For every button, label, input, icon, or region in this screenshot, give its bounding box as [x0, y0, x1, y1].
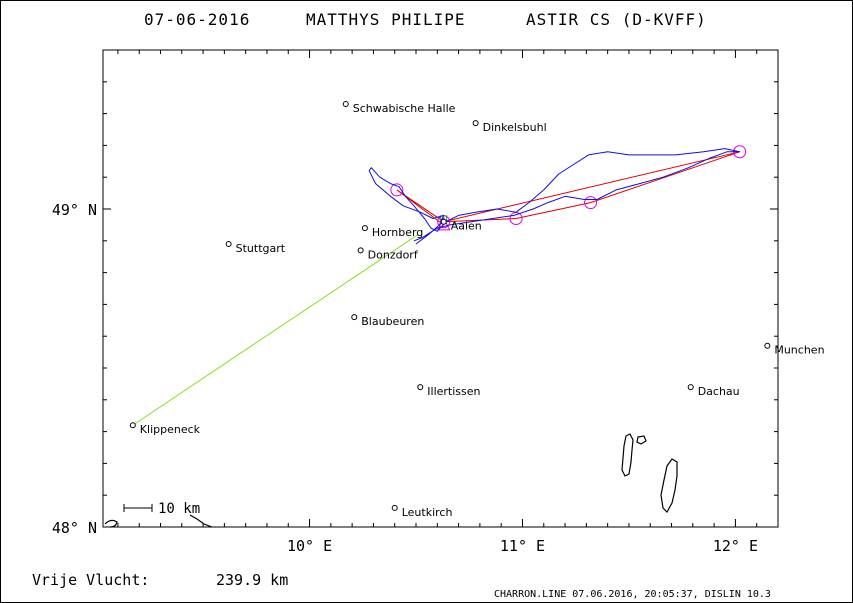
- axis-labels: 49° N 48° N 10° E 11° E 12° E: [52, 201, 758, 555]
- city-label: Dachau: [698, 385, 740, 398]
- scale-bar-label: 10 km: [158, 501, 200, 517]
- lon-label: 10° E: [287, 537, 332, 555]
- lat-label: 49° N: [52, 201, 97, 219]
- city-marker: [351, 314, 358, 321]
- axis-ticks: [103, 50, 778, 527]
- city-label: Hornberg: [372, 226, 423, 239]
- glide-line: [132, 234, 419, 426]
- plot-area: Schwabische Halle Dinkelsbuhl Hornberg Aale…: [102, 49, 825, 528]
- distance-label: Vrije Vlucht:: [32, 571, 149, 589]
- ammersee-outline: [621, 433, 634, 477]
- city-marker: [472, 120, 479, 127]
- city-marker: [225, 240, 232, 247]
- lake-outlines: [104, 433, 678, 528]
- lon-label: 11° E: [500, 537, 545, 555]
- city-marker: [417, 384, 424, 391]
- start-marker: [436, 216, 451, 231]
- plot-frame: [102, 49, 779, 528]
- city-label: Dinkelsbuhl: [483, 121, 547, 134]
- turnpoint-marker: [390, 183, 404, 197]
- city-label: Stuttgart: [236, 242, 286, 255]
- pilot-name: MATTHYS PHILIPE: [306, 10, 466, 29]
- lon-label: 12° E: [713, 537, 758, 555]
- starnberger-see-outline: [660, 458, 678, 513]
- city-marker: [357, 247, 364, 254]
- city-label: Leutkirch: [402, 506, 453, 519]
- city-label: Munchen: [774, 344, 824, 357]
- task-layer: [390, 145, 747, 231]
- lat-label: 48° N: [52, 519, 97, 537]
- city-marker: [342, 101, 349, 108]
- city-label: Donzdorf: [368, 248, 419, 261]
- turnpoint-marker: [584, 196, 598, 210]
- city-label: Illertissen: [427, 385, 480, 398]
- city-marker: [440, 218, 447, 225]
- flight-track: [368, 148, 741, 245]
- city-label: Schwabische Halle: [353, 102, 456, 115]
- city-marker: [129, 422, 136, 429]
- city-marker: [687, 384, 694, 391]
- cities-layer: Schwabische Halle Dinkelsbuhl Hornberg Aale…: [129, 101, 825, 519]
- city-marker: [764, 342, 771, 349]
- flight-date: 07-06-2016: [144, 10, 250, 29]
- bodensee-outline: [189, 514, 213, 528]
- city-label: Blaubeuren: [361, 315, 424, 328]
- city-marker: [361, 225, 368, 232]
- city-label: Klippeneck: [140, 423, 201, 436]
- distance-value: 239.9 km: [216, 571, 288, 589]
- bodensee-west-outline: [104, 519, 118, 528]
- city-marker: [391, 504, 398, 511]
- task-line: [396, 151, 740, 226]
- small-lake-outline: [636, 435, 647, 445]
- credit-text: CHARRON.LINE 07.06.2016, 20:05:37, DISLI…: [494, 589, 771, 600]
- scale-bar: 10 km: [123, 501, 200, 517]
- city-label: Aalen: [451, 220, 482, 233]
- track-layer: [368, 148, 741, 245]
- glider-name: ASTIR CS (D-KVFF): [526, 10, 707, 29]
- glide-line-layer: [132, 234, 419, 426]
